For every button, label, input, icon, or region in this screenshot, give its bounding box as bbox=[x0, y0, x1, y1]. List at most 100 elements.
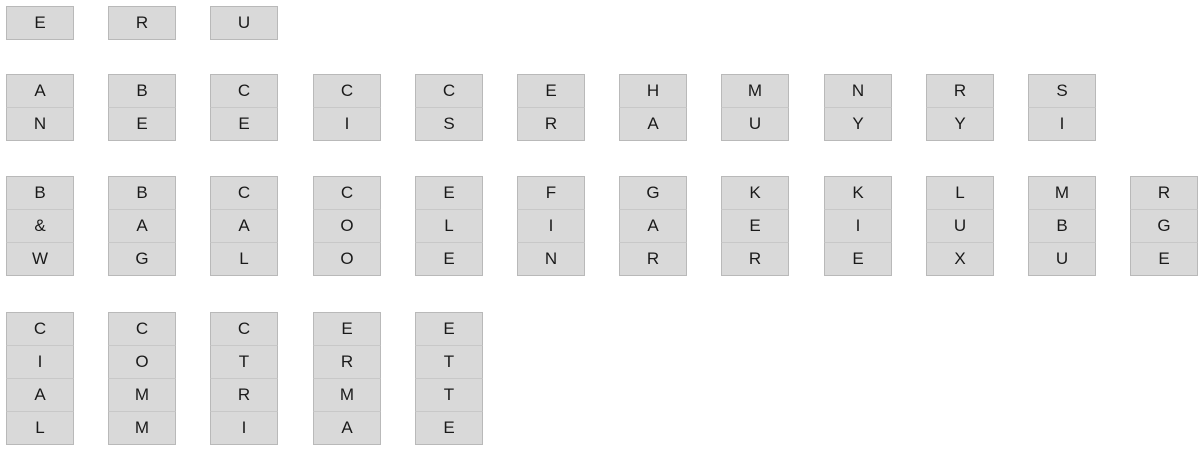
letter-tile[interactable]: O bbox=[313, 209, 381, 243]
letter-tile[interactable]: L bbox=[6, 411, 74, 445]
letter-tile[interactable]: L bbox=[210, 242, 278, 276]
letter-tile[interactable]: C bbox=[210, 176, 278, 210]
letter-tile[interactable]: E bbox=[313, 312, 381, 346]
letter-tile[interactable]: E bbox=[415, 242, 483, 276]
letter-tile[interactable]: I bbox=[210, 411, 278, 445]
letter-tile[interactable]: U bbox=[210, 6, 278, 40]
letter-tile[interactable]: U bbox=[926, 209, 994, 243]
letter-tile[interactable]: I bbox=[6, 345, 74, 379]
letter-tile[interactable]: I bbox=[517, 209, 585, 243]
letter-tile-stack[interactable]: E bbox=[6, 6, 74, 40]
letter-tile[interactable]: C bbox=[6, 312, 74, 346]
letter-tile[interactable]: E bbox=[210, 107, 278, 141]
letter-tile[interactable]: A bbox=[313, 411, 381, 445]
letter-tile-stack[interactable]: B & W bbox=[6, 176, 74, 276]
letter-tile[interactable]: B bbox=[108, 176, 176, 210]
letter-tile[interactable]: Y bbox=[926, 107, 994, 141]
letter-tile[interactable]: E bbox=[824, 242, 892, 276]
letter-tile[interactable]: A bbox=[619, 209, 687, 243]
letter-tile[interactable]: A bbox=[6, 74, 74, 108]
letter-tile[interactable]: G bbox=[108, 242, 176, 276]
letter-tile[interactable]: C bbox=[210, 74, 278, 108]
letter-tile[interactable]: C bbox=[313, 74, 381, 108]
letter-tile[interactable]: R bbox=[619, 242, 687, 276]
letter-tile[interactable]: E bbox=[1130, 242, 1198, 276]
letter-tile[interactable]: T bbox=[415, 378, 483, 412]
letter-tile[interactable]: A bbox=[108, 209, 176, 243]
letter-tile[interactable]: K bbox=[721, 176, 789, 210]
letter-tile[interactable]: R bbox=[108, 6, 176, 40]
letter-tile[interactable]: H bbox=[619, 74, 687, 108]
letter-tile[interactable]: R bbox=[517, 107, 585, 141]
letter-tile[interactable]: A bbox=[619, 107, 687, 141]
letter-tile-stack[interactable]: U bbox=[210, 6, 278, 40]
letter-tile[interactable]: E bbox=[415, 312, 483, 346]
letter-tile[interactable]: R bbox=[313, 345, 381, 379]
letter-tile[interactable]: T bbox=[415, 345, 483, 379]
letter-tile[interactable]: B bbox=[108, 74, 176, 108]
letter-tile[interactable]: R bbox=[210, 378, 278, 412]
letter-tile[interactable]: L bbox=[926, 176, 994, 210]
letter-tile[interactable]: E bbox=[415, 176, 483, 210]
letter-tile[interactable]: U bbox=[1028, 242, 1096, 276]
letter-tile[interactable]: L bbox=[415, 209, 483, 243]
letter-tile[interactable]: U bbox=[721, 107, 789, 141]
letter-tile[interactable]: I bbox=[313, 107, 381, 141]
letter-tile[interactable]: E bbox=[415, 411, 483, 445]
letter-tile[interactable]: N bbox=[517, 242, 585, 276]
letter-tile[interactable]: E bbox=[6, 6, 74, 40]
letter-tile[interactable]: R bbox=[926, 74, 994, 108]
letter-tile[interactable]: M bbox=[108, 411, 176, 445]
letter-tile[interactable]: B bbox=[6, 176, 74, 210]
letter-tile[interactable]: C bbox=[415, 74, 483, 108]
letter-tile-stack[interactable]: R bbox=[108, 6, 176, 40]
letter-tile[interactable]: F bbox=[517, 176, 585, 210]
letter-tile[interactable]: & bbox=[6, 209, 74, 243]
letter-tile[interactable]: A bbox=[210, 209, 278, 243]
letter-tile[interactable]: C bbox=[210, 312, 278, 346]
letter-tile[interactable]: I bbox=[824, 209, 892, 243]
letter-tile[interactable]: Y bbox=[824, 107, 892, 141]
letter-tile[interactable]: S bbox=[1028, 74, 1096, 108]
letter-tile[interactable]: N bbox=[6, 107, 74, 141]
letter-tile[interactable]: C bbox=[313, 176, 381, 210]
letter-tile[interactable]: M bbox=[313, 378, 381, 412]
letter-tile[interactable]: W bbox=[6, 242, 74, 276]
letter-tile[interactable]: G bbox=[619, 176, 687, 210]
letter-tile[interactable]: T bbox=[210, 345, 278, 379]
letter-tile[interactable]: B bbox=[1028, 209, 1096, 243]
letter-tile[interactable]: N bbox=[824, 74, 892, 108]
letter-tile[interactable]: O bbox=[108, 345, 176, 379]
letter-tile[interactable]: E bbox=[517, 74, 585, 108]
letter-tile[interactable]: X bbox=[926, 242, 994, 276]
letter-tile[interactable]: O bbox=[313, 242, 381, 276]
letter-tile[interactable]: E bbox=[721, 209, 789, 243]
letter-tile[interactable]: C bbox=[108, 312, 176, 346]
letter-tile[interactable]: S bbox=[415, 107, 483, 141]
